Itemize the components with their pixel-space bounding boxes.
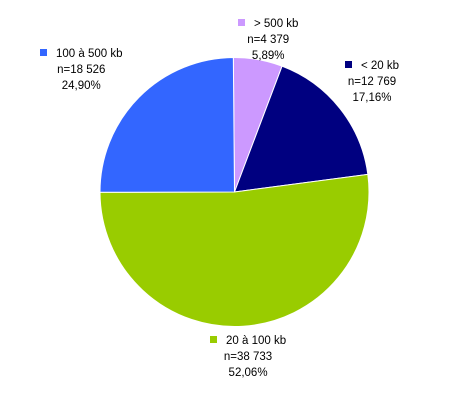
slice-percent-20-to-100kb: 52,06% [228,367,268,379]
legend-swatch-100-to-500kb [40,49,47,56]
slice-category-under-20kb: < 20 kb [361,60,400,72]
legend-swatch-20-to-100kb [210,336,217,343]
slices-group [99,57,370,328]
slice-count-20-to-100kb: n=38 733 [223,351,273,363]
slice-count-100-to-500kb: n=18 526 [57,64,106,76]
slice-category-over-500kb: > 500 kb [254,18,299,30]
pie-slice-20-to-100kb [99,173,370,328]
legend-swatch-under-20kb [345,61,352,68]
pie-slice-under-20kb [233,65,369,193]
slice-label-100-to-500kb: 100 à 500 kb n=18 526 24,90% [40,46,123,94]
slice-count-over-500kb: n=4 379 [247,34,290,46]
slice-percent-under-20kb: 17,16% [352,92,392,104]
legend-swatch-over-500kb [238,19,245,26]
slice-percent-over-500kb: 5,89% [251,50,285,62]
slice-label-20-to-100kb: 20 à 100 kb n=38 733 52,06% [210,333,286,381]
slice-count-under-20kb: n=12 769 [347,76,397,88]
slice-category-20-to-100kb: 20 à 100 kb [226,335,287,347]
slice-label-under-20kb: < 20 kb n=12 769 17,16% [345,58,399,106]
pie-slice-100-to-500kb [99,57,236,193]
slice-label-over-500kb: > 500 kb n=4 379 5,89% [238,16,298,64]
slice-category-100-to-500kb: 100 à 500 kb [56,48,123,60]
slice-percent-100-to-500kb: 24,90% [61,80,101,92]
